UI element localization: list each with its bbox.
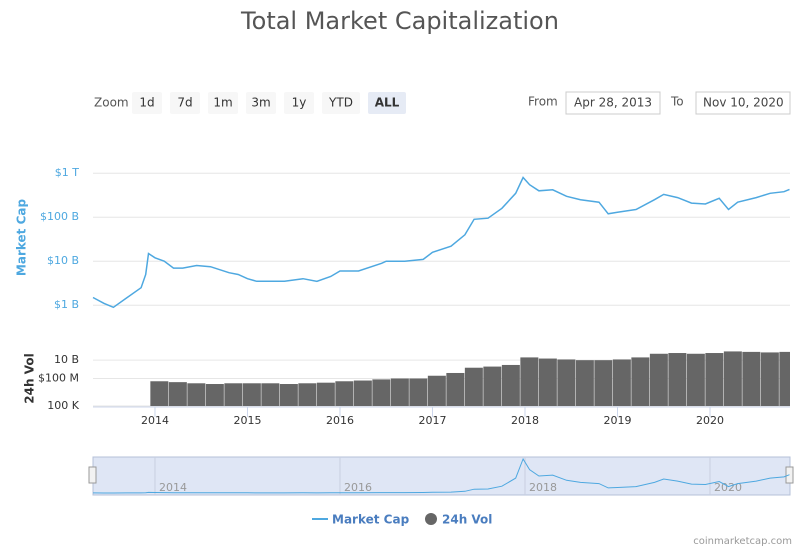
navigator-tick-label: 2014 xyxy=(159,481,187,494)
x-tick-label: 2016 xyxy=(326,414,354,427)
y-tick-label: $1 T xyxy=(55,166,79,179)
volume-bar xyxy=(612,359,631,406)
volume-bar xyxy=(372,379,391,406)
volume-bar xyxy=(427,375,446,406)
volume-bar xyxy=(575,360,594,406)
from-input[interactable] xyxy=(565,91,661,115)
zoom-button[interactable] xyxy=(170,92,200,114)
y-tick-label: $100 B xyxy=(40,210,79,223)
volume-bar xyxy=(649,353,668,406)
volume-bar xyxy=(242,383,261,406)
volume-bar xyxy=(742,351,761,406)
volume-bar xyxy=(538,358,557,406)
zoom-button[interactable] xyxy=(132,92,162,114)
y-axis-title: 24h Vol xyxy=(23,353,37,403)
zoom-button-label[interactable]: ALL xyxy=(375,96,400,110)
zoom-button-label[interactable]: 1y xyxy=(292,96,307,110)
volume-bar xyxy=(335,381,354,406)
navigator-tick-label: 2016 xyxy=(344,481,372,494)
volume-bar xyxy=(594,360,613,406)
x-tick-label: 2015 xyxy=(233,414,261,427)
to-value[interactable]: Nov 10, 2020 xyxy=(703,96,784,110)
zoom-button[interactable] xyxy=(368,92,406,114)
legend-marker xyxy=(425,513,437,525)
zoom-button-label[interactable]: 3m xyxy=(251,96,270,110)
zoom-button-label[interactable]: 1d xyxy=(139,96,154,110)
market-cap-line xyxy=(92,176,790,309)
volume-bar xyxy=(298,383,317,406)
to-label: To xyxy=(670,95,684,109)
volume-bar xyxy=(779,351,790,406)
navigator-window[interactable] xyxy=(92,456,791,496)
to-input[interactable] xyxy=(695,91,791,115)
y-tick-label: 10 B xyxy=(54,353,79,366)
zoom-label: Zoom xyxy=(94,96,129,110)
volume-bar xyxy=(520,357,539,406)
zoom-button-label[interactable]: YTD xyxy=(328,96,353,110)
x-tick-label: 2014 xyxy=(141,414,169,427)
volume-bar xyxy=(150,381,169,406)
volume-bar xyxy=(668,353,687,406)
navigator-handle[interactable] xyxy=(88,466,97,484)
x-tick-label: 2019 xyxy=(603,414,631,427)
volume-bar xyxy=(205,384,224,406)
volume-bar xyxy=(631,357,650,406)
volume-bar xyxy=(760,352,779,406)
y-axis-title: Market Cap xyxy=(15,199,29,277)
y-tick-label: $10 B xyxy=(47,254,79,267)
x-tick-label: 2018 xyxy=(511,414,539,427)
volume-bar xyxy=(316,382,335,406)
from-value[interactable]: Apr 28, 2013 xyxy=(574,96,652,110)
volume-bar xyxy=(168,382,187,406)
zoom-button[interactable] xyxy=(246,92,276,114)
y-tick-label: 100 K xyxy=(47,399,79,412)
navigator-tick-label: 2018 xyxy=(529,481,557,494)
x-tick-label: 2017 xyxy=(418,414,446,427)
volume-bar xyxy=(446,372,465,406)
volume-bar xyxy=(483,366,502,406)
x-tick-label: 2020 xyxy=(696,414,724,427)
legend-label[interactable]: 24h Vol xyxy=(442,513,492,527)
volume-bar xyxy=(557,359,576,406)
volume-bar xyxy=(279,384,298,406)
volume-bar xyxy=(409,378,428,406)
zoom-button[interactable] xyxy=(208,92,238,114)
navigator-tick-label: 2020 xyxy=(714,481,742,494)
zoom-button-label[interactable]: 7d xyxy=(177,96,192,110)
volume-bar xyxy=(723,351,742,406)
volume-bar xyxy=(501,364,520,406)
chart-title: Total Market Capitalization xyxy=(240,7,559,35)
volume-bar xyxy=(464,367,483,406)
navigator-line xyxy=(92,457,790,494)
zoom-button[interactable] xyxy=(322,92,360,114)
legend-label[interactable]: Market Cap xyxy=(332,513,410,527)
volume-bar xyxy=(353,380,372,406)
y-tick-label: $100 M xyxy=(38,372,79,385)
zoom-button-label[interactable]: 1m xyxy=(213,96,232,110)
volume-bar xyxy=(187,383,206,406)
credit: coinmarketcap.com xyxy=(693,536,792,547)
volume-bar xyxy=(686,353,705,406)
from-label: From xyxy=(528,95,558,109)
y-tick-label: $1 B xyxy=(54,298,79,311)
volume-bar xyxy=(705,353,724,406)
volume-bar xyxy=(261,383,280,406)
volume-bar xyxy=(390,378,409,406)
volume-bar xyxy=(224,383,243,406)
zoom-button[interactable] xyxy=(284,92,314,114)
